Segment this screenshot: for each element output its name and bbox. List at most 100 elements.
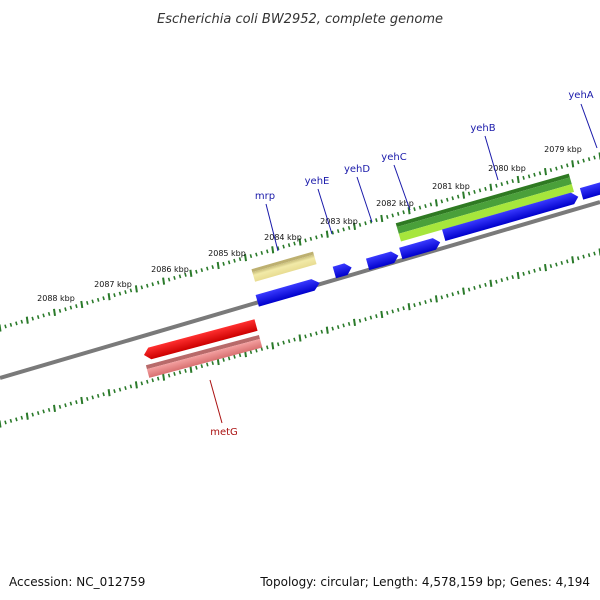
inner-scale-tick — [511, 275, 514, 280]
inner-scale-tick — [271, 342, 275, 350]
inner-scale-tick — [402, 306, 405, 311]
inner-scale-tick — [358, 318, 362, 323]
inner-scale-tick — [107, 389, 111, 397]
outer-scale-tick — [216, 261, 220, 270]
cds-forward-mrp[interactable] — [255, 277, 322, 307]
outer-scale-tick — [9, 322, 13, 327]
inner-scale-tick — [560, 260, 564, 265]
inner-scale-tick — [413, 303, 416, 308]
outer-scale-tick — [484, 186, 487, 191]
cds-forward-yehD[interactable] — [365, 250, 400, 271]
outer-scale-tick — [266, 249, 269, 254]
cds-forward-yehB[interactable] — [442, 191, 580, 242]
outer-scale-tick — [260, 250, 264, 255]
outer-scale-tick — [255, 252, 258, 257]
outer-scale-tick — [369, 219, 373, 224]
outer-scale-tick — [413, 207, 416, 212]
inner-scale-tick — [96, 393, 100, 398]
gene-label-yehD[interactable]: yehD — [344, 164, 370, 175]
inner-scale-tick — [195, 365, 198, 370]
inner-scale-tick — [451, 292, 454, 297]
outer-scale-tick — [173, 275, 176, 280]
outer-scale-tick — [516, 175, 520, 184]
outer-scale-tick — [342, 227, 345, 232]
outer-scale-tick — [298, 238, 302, 246]
outer-scale-tick — [206, 266, 209, 271]
outer-scale-tick — [178, 274, 182, 279]
inner-scale-tick — [544, 263, 547, 272]
outer-scale-tick — [36, 315, 40, 320]
gene-label-yehA[interactable]: yehA — [568, 90, 593, 101]
gene-labels: mrp yehE yehD yehC yehB yehA metG — [210, 90, 594, 438]
inner-scale-tick — [353, 318, 356, 327]
outer-scale-tick — [386, 214, 389, 219]
inner-scale-tick — [15, 417, 18, 422]
inner-scale-tick — [380, 310, 384, 319]
outer-scale-tick — [549, 168, 553, 173]
inner-scale-tick — [249, 350, 253, 355]
outer-scale-tick — [456, 194, 460, 199]
inner-scale-tick — [375, 314, 378, 319]
outer-scale-tick — [511, 179, 514, 184]
gene-label-yehB[interactable]: yehB — [470, 123, 495, 134]
gene-label-yehC[interactable]: yehC — [381, 152, 406, 163]
outer-scale-tick — [446, 197, 449, 202]
inner-scale-tick — [516, 271, 520, 280]
outer-scale-tick — [489, 183, 493, 191]
inner-scale-tick — [102, 392, 105, 397]
inner-scale-tick — [342, 323, 345, 328]
feature-green-region[interactable] — [395, 173, 574, 242]
inner-scale-tick — [266, 345, 269, 350]
cds-reverse-metG[interactable] — [142, 319, 258, 361]
outer-scale-tick — [434, 199, 438, 207]
inner-scale-tick — [260, 346, 264, 351]
scale-label-2081: 2081 kbp — [432, 182, 470, 191]
gene-label-yehE[interactable]: yehE — [305, 176, 330, 187]
inner-scale-tick — [304, 334, 307, 339]
inner-scale-tick — [118, 387, 122, 392]
outer-scale-tick — [107, 293, 111, 301]
outer-scale-tick — [304, 238, 307, 243]
outer-scale-tick — [134, 285, 138, 293]
outer-scale-tick — [118, 291, 122, 296]
gene-label-metG[interactable]: metG — [210, 427, 238, 438]
outer-scale-tick — [506, 180, 509, 185]
inner-scale-tick — [64, 403, 67, 408]
feature-mrp-region[interactable] — [251, 251, 317, 282]
outer-scale-tick — [282, 244, 285, 249]
accession-text: Accession: NC_012759 — [9, 575, 145, 589]
outer-scale-tick — [271, 246, 275, 254]
inner-scale-tick — [391, 309, 394, 314]
inner-scale-tick — [69, 401, 73, 406]
outer-scale-ticks — [0, 152, 600, 332]
inner-scale-tick — [53, 404, 56, 413]
cds-forward-yehA[interactable] — [579, 181, 600, 200]
inner-scale-tick — [336, 325, 340, 330]
inner-scale-tick — [20, 415, 24, 420]
inner-scale-tick — [549, 264, 553, 269]
outer-scale-tick — [576, 160, 580, 165]
outer-scale-tick — [0, 324, 2, 332]
inner-scale-tick — [178, 370, 182, 375]
inner-scale-tick — [325, 326, 329, 334]
outer-scale-tick — [244, 253, 247, 262]
outer-scale-tick — [276, 246, 280, 251]
outer-scale-tick — [440, 199, 444, 204]
feature-metG-light[interactable] — [145, 335, 263, 378]
outer-scale-tick — [96, 297, 100, 302]
gene-label-mrp[interactable]: mrp — [255, 191, 275, 202]
cds-forward-yehE[interactable] — [332, 262, 354, 279]
inner-scale-tick — [134, 381, 138, 389]
outer-scale-tick — [211, 265, 214, 270]
inner-scale-tick — [396, 307, 400, 312]
outer-scale-tick — [249, 254, 253, 259]
inner-scale-tick — [167, 373, 171, 378]
cds-forward-yehC[interactable] — [399, 236, 442, 260]
outer-scale-tick — [222, 261, 225, 266]
outer-scale-tick — [167, 277, 171, 282]
scale-label-2086: 2086 kbp — [151, 265, 189, 274]
outer-scale-tick — [566, 163, 569, 168]
scale-labels: 2088 kbp 2087 kbp 2086 kbp 2085 kbp 2084… — [37, 145, 582, 303]
inner-scale-tick — [555, 262, 558, 267]
outer-scale-tick — [418, 205, 422, 210]
